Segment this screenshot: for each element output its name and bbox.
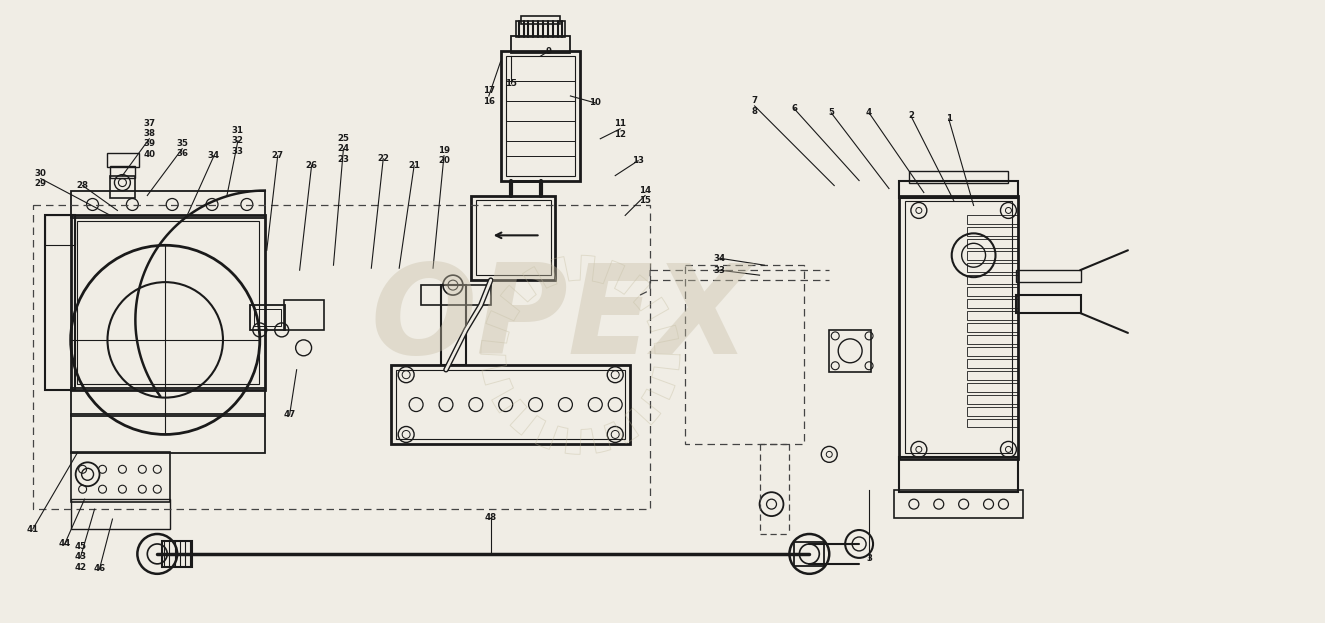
Bar [967,251,1019,260]
Bar [898,181,1019,197]
Bar [898,457,1019,492]
Bar [45,216,74,389]
Bar [441,285,466,364]
Bar [967,275,1019,284]
Text: 48: 48 [485,513,497,521]
Text: 9: 9 [546,47,551,55]
Bar [967,239,1019,249]
Bar [894,490,1023,518]
Text: 33: 33 [714,265,726,275]
Bar [70,414,265,454]
Text: 34: 34 [714,254,726,263]
Bar [898,196,1019,459]
Bar [967,383,1019,392]
Bar [70,216,265,389]
Text: 5: 5 [828,108,835,117]
Text: 22: 22 [378,154,390,163]
Bar [506,56,575,176]
Bar [45,216,74,245]
Bar [110,176,135,197]
Text: 28: 28 [77,181,89,190]
Bar [501,51,580,181]
Bar [421,285,490,305]
Text: 21: 21 [408,161,420,170]
Bar [107,153,139,166]
Bar [967,263,1019,272]
Bar [967,394,1019,404]
Text: 30
29: 30 29 [34,169,46,188]
Bar [967,227,1019,236]
Text: 15: 15 [505,78,517,87]
Bar [909,171,1008,183]
Text: 35
36: 35 36 [176,139,188,158]
Text: 7
8: 7 8 [751,96,758,116]
Text: 14
15: 14 15 [639,186,651,205]
Text: 4: 4 [867,108,872,117]
Bar [250,305,285,330]
Bar [396,369,625,439]
Bar [905,201,1012,454]
Bar [967,335,1019,344]
Bar [967,419,1019,427]
Text: 41: 41 [26,525,38,533]
Bar [476,201,550,275]
Text: 1: 1 [946,115,951,123]
Bar [967,299,1019,308]
Bar [391,364,631,444]
Bar [33,206,651,509]
Bar [1016,295,1081,313]
Bar [470,196,555,280]
Bar [70,191,265,219]
Text: 26: 26 [306,161,318,170]
Bar [1016,270,1081,282]
Text: 3: 3 [867,554,872,563]
Bar [521,16,560,24]
Text: 34: 34 [208,151,220,160]
Bar [829,330,871,372]
Bar [510,36,570,53]
Text: 47: 47 [284,410,295,419]
Text: 45
43
42: 45 43 42 [74,542,86,572]
Text: 6: 6 [791,105,798,113]
Text: OPEX: OPEX [371,259,750,381]
Text: 46: 46 [94,564,106,573]
Bar [967,287,1019,296]
Bar [967,323,1019,332]
Bar [77,221,258,384]
Bar [70,499,170,529]
Bar [685,265,804,444]
Text: 10: 10 [590,98,602,107]
Text: 44: 44 [58,540,70,548]
Bar [967,347,1019,356]
Bar [284,300,323,330]
Bar [967,216,1019,224]
Text: 13: 13 [632,156,644,165]
Text: 19
20: 19 20 [439,146,451,165]
Bar [967,371,1019,379]
Bar [162,541,192,567]
Bar [70,452,170,502]
Text: 37
38
39
40: 37 38 39 40 [143,118,155,159]
Bar [254,309,281,326]
Text: 17
16: 17 16 [482,86,494,106]
Bar [110,166,135,178]
Bar [967,359,1019,368]
Bar [70,388,265,416]
Bar [795,542,824,566]
Bar [967,407,1019,416]
Bar [967,311,1019,320]
Text: 2: 2 [908,112,914,120]
Text: 31
32
33: 31 32 33 [232,126,244,156]
Bar [515,21,566,37]
Text: 27: 27 [272,151,284,160]
Text: 11
12: 11 12 [615,119,627,138]
Text: 25
24
23: 25 24 23 [338,134,350,164]
